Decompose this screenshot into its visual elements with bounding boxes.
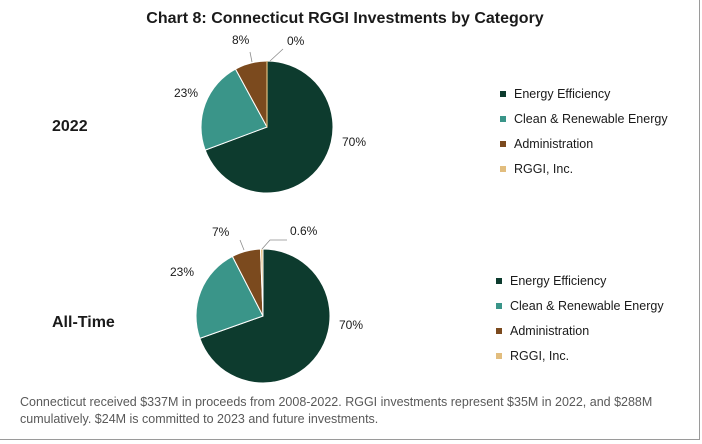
caption-note: Connecticut received $337M in proceeds f… (20, 395, 653, 426)
pie-slice-0 (199, 248, 331, 384)
chart-title: Chart 8: Connecticut RGGI Investments by… (146, 10, 544, 27)
legend-item: Administration (500, 136, 668, 152)
legend-item: Energy Efficiency (496, 273, 664, 289)
legend-item: RGGI, Inc. (496, 348, 664, 364)
legend-swatch (500, 141, 506, 147)
legend-label: Administration (510, 324, 590, 338)
data-label-1: 23% (170, 265, 194, 279)
legend-swatch (496, 303, 502, 309)
data-label-0: 70% (342, 135, 366, 149)
legend-label: RGGI, Inc. (514, 162, 574, 176)
pie-slice-1 (195, 255, 264, 340)
pie-slice-0 (204, 60, 334, 194)
legend-item: Administration (496, 323, 664, 339)
pie-label-2022: 2022 (52, 118, 88, 135)
legend-swatch (496, 278, 502, 284)
pie-label-all-time: All-Time (52, 314, 115, 331)
leader-line-3 (261, 239, 287, 250)
data-label-2: 7% (212, 225, 230, 239)
pie-slice-1 (200, 68, 268, 151)
legend-label: Clean & Renewable Energy (510, 299, 664, 313)
pie-2022: 70% 23% 8% 0% (174, 33, 366, 194)
data-label-0: 70% (339, 318, 363, 332)
leader-line-3 (269, 48, 284, 62)
legend-label: RGGI, Inc. (510, 349, 570, 363)
data-label-1: 23% (174, 86, 198, 100)
legend-label: Energy Efficiency (510, 274, 607, 288)
legend-item: Clean & Renewable Energy (496, 298, 664, 314)
legend-swatch (500, 166, 506, 172)
legend-item: RGGI, Inc. (500, 161, 668, 177)
legend-swatch (496, 328, 502, 334)
legend-2022: Energy Efficiency Clean & Renewable Ener… (500, 86, 668, 186)
legend-label: Clean & Renewable Energy (514, 112, 668, 126)
pie-slice-3 (259, 248, 264, 317)
data-label-2: 8% (232, 33, 250, 47)
legend-label: Administration (514, 137, 594, 151)
leader-line-2 (239, 239, 245, 251)
legend-label: Energy Efficiency (514, 87, 611, 101)
legend-swatch (496, 353, 502, 359)
leader-line-2 (249, 51, 253, 63)
pie-all-time: 70% 23% 7% 0.6% (170, 224, 363, 384)
legend-item: Energy Efficiency (500, 86, 668, 102)
legend-all-time: Energy Efficiency Clean & Renewable Ener… (496, 273, 664, 373)
data-label-3: 0.6% (290, 224, 318, 238)
data-label-3: 0% (287, 34, 305, 48)
legend-item: Clean & Renewable Energy (500, 111, 668, 127)
legend-swatch (500, 91, 506, 97)
legend-swatch (500, 116, 506, 122)
